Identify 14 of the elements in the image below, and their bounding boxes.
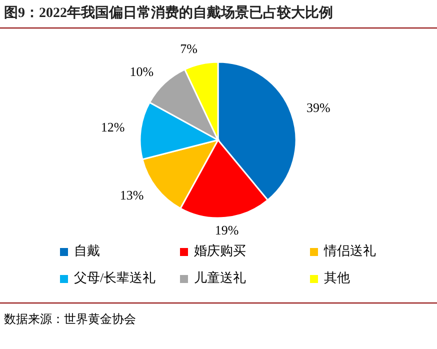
data-label: 13% xyxy=(120,187,144,202)
chart-title: 图9：2022年我国偏日常消费的自戴场景已占较大比例 xyxy=(4,5,333,22)
legend-label: 父母/长辈送礼 xyxy=(74,270,156,285)
legend-label: 儿童送礼 xyxy=(194,270,246,285)
legend-label: 其他 xyxy=(324,270,350,285)
data-label: 12% xyxy=(100,119,125,134)
legend-label: 婚庆购买 xyxy=(194,242,246,258)
data-label: 10% xyxy=(130,64,154,79)
source-note: 数据来源：世界黄金协会 xyxy=(4,312,136,326)
data-label: 39% xyxy=(306,100,330,115)
legend-label: 情侣送礼 xyxy=(323,242,376,258)
data-label: 7% xyxy=(180,41,198,56)
legend-label: 自戴 xyxy=(74,242,100,258)
data-label: 19% xyxy=(214,222,239,238)
